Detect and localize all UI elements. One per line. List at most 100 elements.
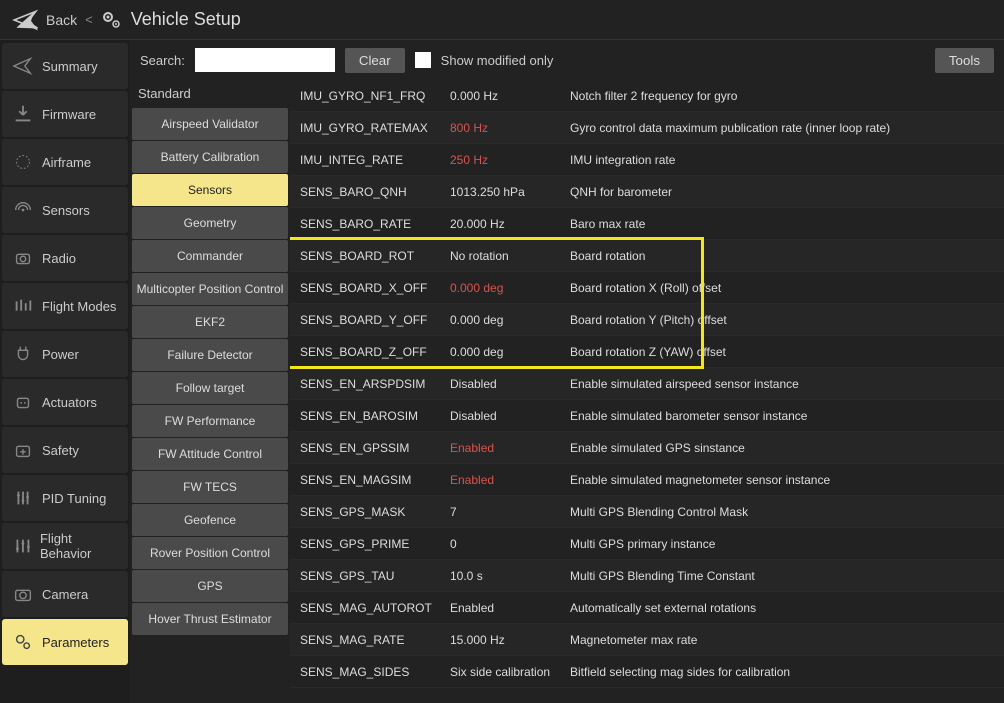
sidebar-item-label: Flight Behavior: [40, 531, 120, 561]
camera2-icon: [10, 583, 36, 605]
search-input[interactable]: [195, 48, 335, 72]
sidebar-item-actuators[interactable]: Actuators: [2, 379, 128, 425]
group-item[interactable]: Follow target: [132, 372, 288, 404]
param-row[interactable]: SENS_BARO_RATE20.000 HzBaro max rate: [290, 208, 1004, 240]
param-value: 15.000 Hz: [450, 633, 570, 647]
param-row[interactable]: SENS_GPS_TAU10.0 sMulti GPS Blending Tim…: [290, 560, 1004, 592]
group-item[interactable]: Commander: [132, 240, 288, 272]
group-item[interactable]: Battery Calibration: [132, 141, 288, 173]
param-desc: Enable simulated airspeed sensor instanc…: [570, 377, 994, 391]
group-item[interactable]: EKF2: [132, 306, 288, 338]
sidebar-item-airframe[interactable]: Airframe: [2, 139, 128, 185]
param-row[interactable]: SENS_BOARD_Z_OFF0.000 degBoard rotation …: [290, 336, 1004, 368]
sidebar-item-pid-tuning[interactable]: PID Tuning: [2, 475, 128, 521]
sidebar-item-camera[interactable]: Camera: [2, 571, 128, 617]
param-row[interactable]: SENS_BARO_QNH1013.250 hPaQNH for baromet…: [290, 176, 1004, 208]
params-table: IMU_GYRO_NF1_FRQ0.000 HzNotch filter 2 f…: [290, 80, 1004, 703]
param-row[interactable]: IMU_GYRO_NF1_FRQ0.000 HzNotch filter 2 f…: [290, 80, 1004, 112]
param-desc: Bitfield selecting mag sides for calibra…: [570, 665, 994, 679]
group-item[interactable]: Rover Position Control: [132, 537, 288, 569]
param-name: SENS_MAG_SIDES: [300, 665, 450, 679]
group-item[interactable]: FW Performance: [132, 405, 288, 437]
param-row[interactable]: SENS_BOARD_Y_OFF0.000 degBoard rotation …: [290, 304, 1004, 336]
param-row[interactable]: SENS_MAG_RATE15.000 HzMagnetometer max r…: [290, 624, 1004, 656]
param-row[interactable]: SENS_EN_GPSSIMEnabledEnable simulated GP…: [290, 432, 1004, 464]
param-name: SENS_GPS_TAU: [300, 569, 450, 583]
param-value: No rotation: [450, 249, 570, 263]
param-value: 0.000 Hz: [450, 89, 570, 103]
sidebar-item-label: Parameters: [42, 635, 109, 650]
param-row[interactable]: SENS_MAG_SIDESSix side calibrationBitfie…: [290, 656, 1004, 688]
param-row[interactable]: SENS_BOARD_X_OFF0.000 degBoard rotation …: [290, 272, 1004, 304]
group-item[interactable]: Failure Detector: [132, 339, 288, 371]
group-item[interactable]: FW Attitude Control: [132, 438, 288, 470]
group-item[interactable]: Geometry: [132, 207, 288, 239]
param-desc: Magnetometer max rate: [570, 633, 994, 647]
sidebar-item-label: Safety: [42, 443, 79, 458]
sidebar-item-summary[interactable]: Summary: [2, 43, 128, 89]
param-row[interactable]: IMU_INTEG_RATE250 HzIMU integration rate: [290, 144, 1004, 176]
param-value: 0.000 deg: [450, 281, 570, 295]
group-item[interactable]: Sensors: [132, 174, 288, 206]
sidebar-item-sensors[interactable]: Sensors: [2, 187, 128, 233]
plug-icon: [10, 343, 36, 365]
sidebar-item-flight-behavior[interactable]: Flight Behavior: [2, 523, 128, 569]
param-value: Enabled: [450, 441, 570, 455]
back-button[interactable]: Back: [46, 12, 77, 28]
group-item[interactable]: GPS: [132, 570, 288, 602]
param-name: SENS_EN_BAROSIM: [300, 409, 450, 423]
param-row[interactable]: SENS_MAG_AUTOROTEnabledAutomatically set…: [290, 592, 1004, 624]
param-row[interactable]: SENS_GPS_PRIME0Multi GPS primary instanc…: [290, 528, 1004, 560]
download-icon: [10, 103, 36, 125]
param-value: Enabled: [450, 601, 570, 615]
tools-button[interactable]: Tools: [935, 48, 994, 73]
sidebar-item-radio[interactable]: Radio: [2, 235, 128, 281]
group-item[interactable]: Multicopter Position Control: [132, 273, 288, 305]
param-row[interactable]: SENS_GPS_MASK7Multi GPS Blending Control…: [290, 496, 1004, 528]
group-item[interactable]: FW TECS: [132, 471, 288, 503]
param-row[interactable]: SENS_EN_ARSPDSIMDisabledEnable simulated…: [290, 368, 1004, 400]
param-name: IMU_GYRO_NF1_FRQ: [300, 89, 450, 103]
group-item[interactable]: Airspeed Validator: [132, 108, 288, 140]
param-name: SENS_GPS_MASK: [300, 505, 450, 519]
param-desc: Board rotation Y (Pitch) offset: [570, 313, 994, 327]
sidebar-item-flight-modes[interactable]: Flight Modes: [2, 283, 128, 329]
clear-button[interactable]: Clear: [345, 48, 405, 73]
sidebar: SummaryFirmwareAirframeSensorsRadioFligh…: [0, 40, 130, 703]
sidebar-item-firmware[interactable]: Firmware: [2, 91, 128, 137]
sidebar-item-safety[interactable]: Safety: [2, 427, 128, 473]
group-item[interactable]: Geofence: [132, 504, 288, 536]
sidebar-item-label: Summary: [42, 59, 98, 74]
plane-icon: [12, 7, 38, 33]
sidebar-item-label: Camera: [42, 587, 88, 602]
group-item[interactable]: Hover Thrust Estimator: [132, 603, 288, 635]
param-desc: Gyro control data maximum publication ra…: [570, 121, 994, 135]
param-name: IMU_INTEG_RATE: [300, 153, 450, 167]
show-modified-checkbox[interactable]: [415, 52, 431, 68]
param-row[interactable]: SENS_EN_MAGSIMEnabledEnable simulated ma…: [290, 464, 1004, 496]
sidebar-item-label: Sensors: [42, 203, 90, 218]
params-body: Standard Airspeed ValidatorBattery Calib…: [130, 80, 1004, 703]
sidebar-item-parameters[interactable]: Parameters: [2, 619, 128, 665]
show-modified-label: Show modified only: [441, 53, 554, 68]
sidebar-item-label: PID Tuning: [42, 491, 106, 506]
param-value: 0: [450, 537, 570, 551]
plane-icon: [10, 55, 36, 77]
param-desc: Enable simulated magnetometer sensor ins…: [570, 473, 994, 487]
medkit-icon: [10, 439, 36, 461]
param-desc: Board rotation X (Roll) offset: [570, 281, 994, 295]
param-name: SENS_BOARD_X_OFF: [300, 281, 450, 295]
param-desc: Multi GPS primary instance: [570, 537, 994, 551]
param-value: 10.0 s: [450, 569, 570, 583]
param-row[interactable]: IMU_GYRO_RATEMAX800 HzGyro control data …: [290, 112, 1004, 144]
param-row[interactable]: SENS_BOARD_ROTNo rotationBoard rotation: [290, 240, 1004, 272]
param-row[interactable]: SENS_EN_BAROSIMDisabledEnable simulated …: [290, 400, 1004, 432]
param-name: SENS_EN_GPSSIM: [300, 441, 450, 455]
search-label: Search:: [140, 53, 185, 68]
param-value: 1013.250 hPa: [450, 185, 570, 199]
param-name: SENS_EN_ARSPDSIM: [300, 377, 450, 391]
sidebar-item-label: Firmware: [42, 107, 96, 122]
param-value: 20.000 Hz: [450, 217, 570, 231]
sidebar-item-power[interactable]: Power: [2, 331, 128, 377]
groups-panel: Standard Airspeed ValidatorBattery Calib…: [130, 80, 290, 703]
